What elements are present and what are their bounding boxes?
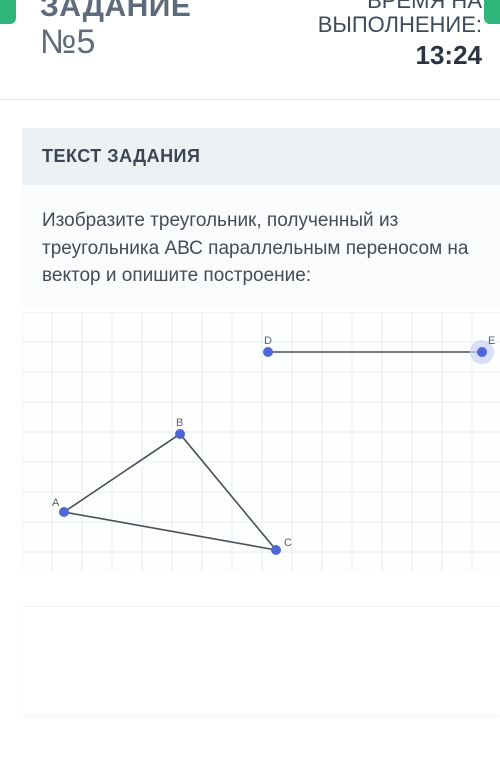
svg-text:A: A	[52, 497, 60, 509]
svg-text:B: B	[176, 417, 183, 429]
timer-value: 13:24	[195, 40, 482, 71]
divider	[0, 99, 500, 100]
svg-text:C: C	[284, 537, 292, 549]
task-number: №5	[40, 24, 191, 61]
svg-text:D: D	[264, 335, 272, 347]
geometry-svg: A B C D E	[22, 312, 500, 572]
task-body: Изобразите треугольник, полученный из тр…	[22, 185, 500, 308]
section-heading: ТЕКСТ ЗАДАНИЯ	[22, 128, 500, 185]
task-label: ЗАДАНИЕ	[40, 0, 191, 22]
task-text-section: ТЕКСТ ЗАДАНИЯ Изобразите треугольник, по…	[22, 128, 500, 308]
diagram: A B C D E	[22, 312, 500, 572]
next-button[interactable]	[484, 0, 500, 24]
timer: ВРЕМЯ НА ВЫПОЛНЕНИЕ: 13:24	[191, 0, 482, 71]
svg-text:E: E	[488, 335, 495, 347]
answer-area[interactable]	[22, 606, 500, 716]
prev-button[interactable]	[0, 0, 16, 24]
timer-label-1: ВРЕМЯ НА	[195, 0, 482, 12]
timer-label-2: ВЫПОЛНЕНИЕ:	[195, 12, 482, 38]
task-title: ЗАДАНИЕ №5	[40, 0, 191, 61]
